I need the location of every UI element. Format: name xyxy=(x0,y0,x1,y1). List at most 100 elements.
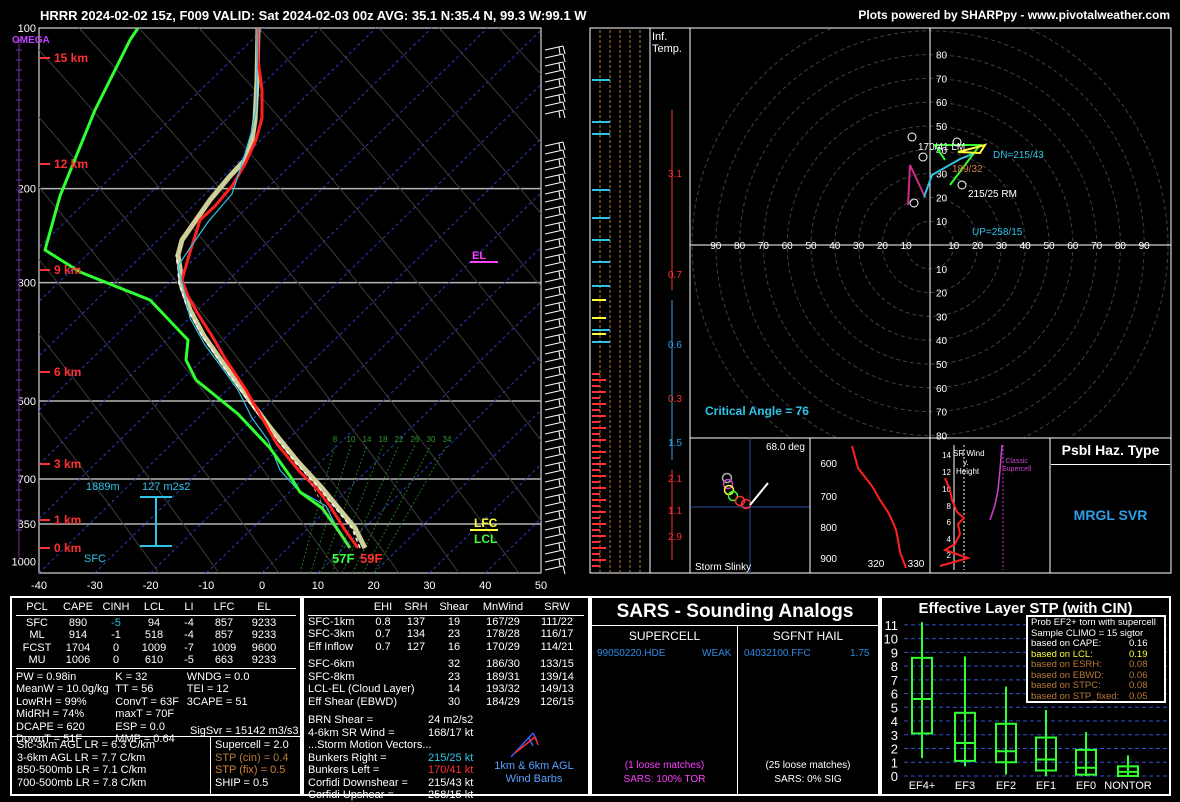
hodo-x-label: 10 xyxy=(948,241,960,252)
slinky-circle xyxy=(721,472,733,484)
parcel-h: EL xyxy=(257,601,271,613)
wind-barb-flag xyxy=(562,197,566,207)
wind-barb-flag xyxy=(562,45,566,55)
wind-barb-shaft xyxy=(544,109,564,115)
br-val: 215/25 kt xyxy=(428,751,474,764)
inflow-value: 2.9 xyxy=(668,532,682,543)
thermo-col3-item: WNDG = 0.0 xyxy=(186,670,250,683)
parcel-cell: 1009 xyxy=(211,641,237,654)
ship: SHIP = 0.5 xyxy=(215,776,269,789)
stp-category: EF4+ xyxy=(909,780,936,792)
thermo-vdivider xyxy=(210,736,211,794)
kinematics-panel: EHI SRH Shear MnWind SRW SFC-1km 0.8 137 19… xyxy=(302,596,590,801)
temp-tick-label: 20 xyxy=(368,580,380,592)
wind-barb-shaft xyxy=(544,229,564,235)
wind-barb-flag xyxy=(562,189,566,199)
stp-legend-row: based on STPC: 0.08 xyxy=(1031,680,1161,692)
cu-val: 258/15 kt xyxy=(428,789,474,801)
isotherm-line xyxy=(150,192,541,573)
hodo-storm-marker xyxy=(907,132,917,142)
dry-adiabat xyxy=(138,28,541,522)
theta-x-tick: 330 xyxy=(908,559,925,570)
dry-adiabat xyxy=(438,28,541,144)
hodo-x-label: 20 xyxy=(972,241,984,252)
stp-category: EF0 xyxy=(1076,780,1096,792)
stp-box xyxy=(911,656,933,735)
wind-barb-flag xyxy=(558,110,561,119)
cd-label: Corfidi Downshear = xyxy=(308,776,408,789)
sars-divider xyxy=(592,625,878,626)
sfc-dewpoint: 57F xyxy=(332,551,355,566)
stp-legend-value: 0.19 xyxy=(1129,648,1148,660)
kin-cell: 189/31 xyxy=(486,670,520,683)
wind-barb-flag xyxy=(558,190,561,199)
kin-row: SFC-1km 0.8 137 19 167/29 111/22 xyxy=(308,616,584,629)
kin-cell: 0.7 xyxy=(375,628,391,640)
barb-legend-2: Wind Barbs xyxy=(505,772,563,785)
stp-legend-label: based on CAPE: xyxy=(1031,638,1102,649)
wind-barb-flag xyxy=(562,541,566,551)
wind-barb-shaft xyxy=(544,309,564,315)
isotherm-line xyxy=(205,246,541,573)
wind-barb-shaft xyxy=(544,365,564,371)
height-label: 9 km xyxy=(54,263,81,277)
kin-row: Eff Shear (EBWD) 30 184/29 126/15 xyxy=(308,696,584,709)
wind-barb-flag xyxy=(558,238,561,247)
hodo-ring-label-up: 40 xyxy=(936,146,948,157)
hodo-ring-label-down: 10 xyxy=(936,265,948,276)
mixing-ratio-line xyxy=(373,444,448,574)
hodo-x-label: 30 xyxy=(853,241,865,252)
temp-tick-label: -40 xyxy=(31,580,47,592)
wind-barb-shaft xyxy=(544,357,564,363)
mixing-ratio-line xyxy=(362,444,432,574)
wind-barb-shaft xyxy=(544,381,564,387)
thermo-col2-item: TT = 56 xyxy=(115,683,154,695)
wind-barb-shaft xyxy=(544,77,564,83)
parcel-cell: ML xyxy=(29,629,45,641)
brn-val: 24 m2/s2 xyxy=(428,714,474,726)
dewpoint-line xyxy=(43,28,352,549)
wind-barb-shaft xyxy=(544,61,564,67)
eff-inflow-srh: 127 m2s2 xyxy=(142,481,191,493)
hodo-rm-label: 215/25 RM xyxy=(968,189,1017,200)
wind-barb-flag xyxy=(558,478,561,487)
wind-barb-flag xyxy=(558,62,561,71)
brn-label: BRN Shear = xyxy=(308,714,374,726)
parcel-h: LI xyxy=(184,601,194,613)
kin-row: SFC-8km 23 189/31 139/14 xyxy=(308,671,584,684)
dry-adiabat xyxy=(39,410,160,573)
parcel-cell: 610 xyxy=(144,654,164,666)
temperature-line xyxy=(180,28,360,549)
inflow-value: 0.6 xyxy=(668,340,682,351)
hazard-value: MRGL SVR xyxy=(1073,507,1148,523)
wind-barb-shaft xyxy=(544,205,564,211)
kin-cell: 23 xyxy=(447,670,461,683)
lapse-row-item: Sfc-3km AGL LR = 6.3 C/km xyxy=(17,739,156,751)
thermo-divider xyxy=(12,736,300,737)
stp-legend-label: based on LCL: xyxy=(1031,648,1093,660)
wind-barb-flag xyxy=(562,365,566,375)
stp-fix: STP (fix) = 0.5 xyxy=(215,764,286,776)
brn-block: BRN Shear = 24 m2/s2 4-6km SR Wind = 168/1… xyxy=(308,714,584,802)
storm-motion-title: ...Storm Motion Vectors... xyxy=(308,739,432,751)
sr-wind-y-tick: 8 xyxy=(947,502,952,511)
sars-hail-loose: (25 loose matches) xyxy=(765,760,851,771)
kin-cell xyxy=(398,671,434,684)
pressure-tick-label: 500 xyxy=(18,396,36,408)
hodo-ring-label-up: 60 xyxy=(936,98,948,109)
wind-barb-shaft xyxy=(544,253,564,259)
kin-h: MnWind xyxy=(482,601,524,613)
wind-barb-shaft xyxy=(544,269,564,275)
wind-barb-flag xyxy=(562,357,566,367)
sfc-temperature: 59F xyxy=(360,551,383,566)
wind-barb-flag xyxy=(558,254,561,263)
wind-barb-shaft xyxy=(544,405,564,411)
hodo-x-label: 30 xyxy=(996,241,1008,252)
wind-barb-flag xyxy=(558,366,561,375)
height-label: 12 km xyxy=(54,157,88,171)
kin-h: SRW xyxy=(544,601,570,613)
parcel-cell: 0 xyxy=(112,641,120,654)
srw46-label: 4-6km SR Wind = xyxy=(308,726,395,739)
kin-cell: 111/22 xyxy=(540,615,573,628)
inflow-title-1: Inf. xyxy=(652,31,668,43)
